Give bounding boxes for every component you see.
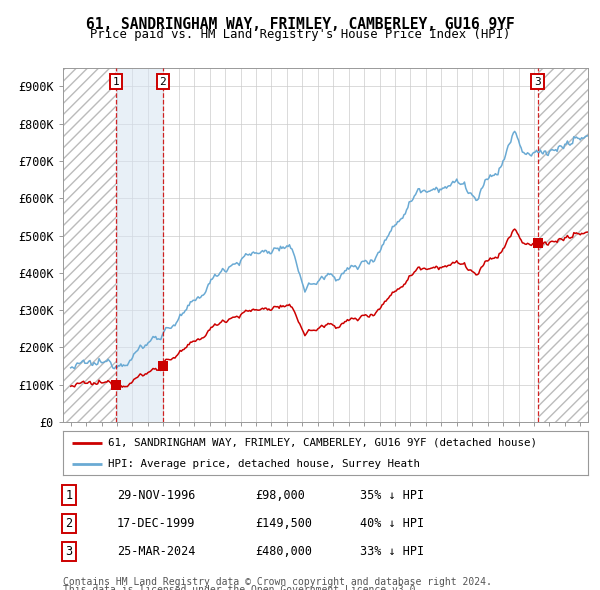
Text: 33% ↓ HPI: 33% ↓ HPI — [360, 545, 424, 558]
Text: 1: 1 — [65, 489, 73, 502]
Text: 17-DEC-1999: 17-DEC-1999 — [117, 517, 196, 530]
Text: 1: 1 — [112, 77, 119, 87]
Text: HPI: Average price, detached house, Surrey Heath: HPI: Average price, detached house, Surr… — [107, 459, 419, 469]
Text: Price paid vs. HM Land Registry's House Price Index (HPI): Price paid vs. HM Land Registry's House … — [90, 28, 510, 41]
Bar — [63, 68, 116, 422]
Text: £480,000: £480,000 — [255, 545, 312, 558]
Text: This data is licensed under the Open Government Licence v3.0.: This data is licensed under the Open Gov… — [63, 585, 421, 590]
Text: 61, SANDRINGHAM WAY, FRIMLEY, CAMBERLEY, GU16 9YF: 61, SANDRINGHAM WAY, FRIMLEY, CAMBERLEY,… — [86, 17, 514, 31]
Text: £149,500: £149,500 — [255, 517, 312, 530]
Text: Contains HM Land Registry data © Crown copyright and database right 2024.: Contains HM Land Registry data © Crown c… — [63, 577, 492, 587]
Text: 2: 2 — [65, 517, 73, 530]
Text: 3: 3 — [534, 77, 541, 87]
Text: 3: 3 — [65, 545, 73, 558]
Text: 29-NOV-1996: 29-NOV-1996 — [117, 489, 196, 502]
Text: 40% ↓ HPI: 40% ↓ HPI — [360, 517, 424, 530]
Text: 25-MAR-2024: 25-MAR-2024 — [117, 545, 196, 558]
Text: 61, SANDRINGHAM WAY, FRIMLEY, CAMBERLEY, GU16 9YF (detached house): 61, SANDRINGHAM WAY, FRIMLEY, CAMBERLEY,… — [107, 438, 536, 448]
Text: 2: 2 — [160, 77, 166, 87]
Bar — [538, 68, 588, 422]
Text: £98,000: £98,000 — [255, 489, 305, 502]
Text: 35% ↓ HPI: 35% ↓ HPI — [360, 489, 424, 502]
Bar — [116, 68, 163, 422]
